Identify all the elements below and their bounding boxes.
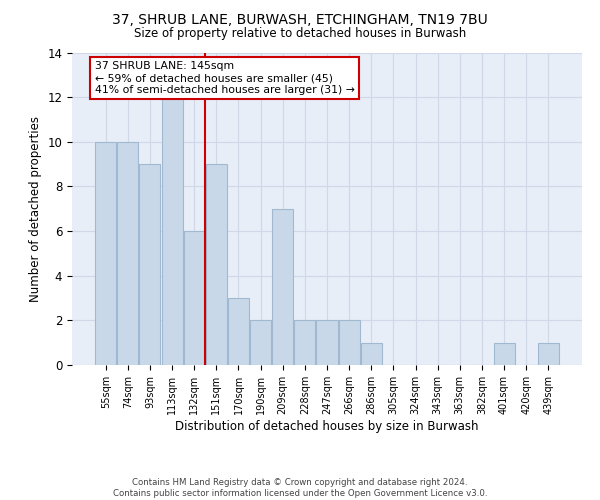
Text: Size of property relative to detached houses in Burwash: Size of property relative to detached ho… bbox=[134, 28, 466, 40]
Bar bbox=[250, 320, 271, 365]
Bar bbox=[184, 231, 205, 365]
Bar bbox=[361, 342, 382, 365]
Bar bbox=[161, 97, 182, 365]
Bar bbox=[272, 209, 293, 365]
Bar bbox=[538, 342, 559, 365]
Bar bbox=[295, 320, 316, 365]
Bar bbox=[118, 142, 139, 365]
Bar bbox=[316, 320, 338, 365]
Bar bbox=[228, 298, 249, 365]
Y-axis label: Number of detached properties: Number of detached properties bbox=[29, 116, 42, 302]
Text: Contains HM Land Registry data © Crown copyright and database right 2024.
Contai: Contains HM Land Registry data © Crown c… bbox=[113, 478, 487, 498]
Text: 37, SHRUB LANE, BURWASH, ETCHINGHAM, TN19 7BU: 37, SHRUB LANE, BURWASH, ETCHINGHAM, TN1… bbox=[112, 12, 488, 26]
Bar bbox=[206, 164, 227, 365]
Bar bbox=[95, 142, 116, 365]
Bar bbox=[338, 320, 359, 365]
Text: 37 SHRUB LANE: 145sqm
← 59% of detached houses are smaller (45)
41% of semi-deta: 37 SHRUB LANE: 145sqm ← 59% of detached … bbox=[95, 62, 355, 94]
Bar bbox=[139, 164, 160, 365]
X-axis label: Distribution of detached houses by size in Burwash: Distribution of detached houses by size … bbox=[175, 420, 479, 432]
Bar bbox=[494, 342, 515, 365]
